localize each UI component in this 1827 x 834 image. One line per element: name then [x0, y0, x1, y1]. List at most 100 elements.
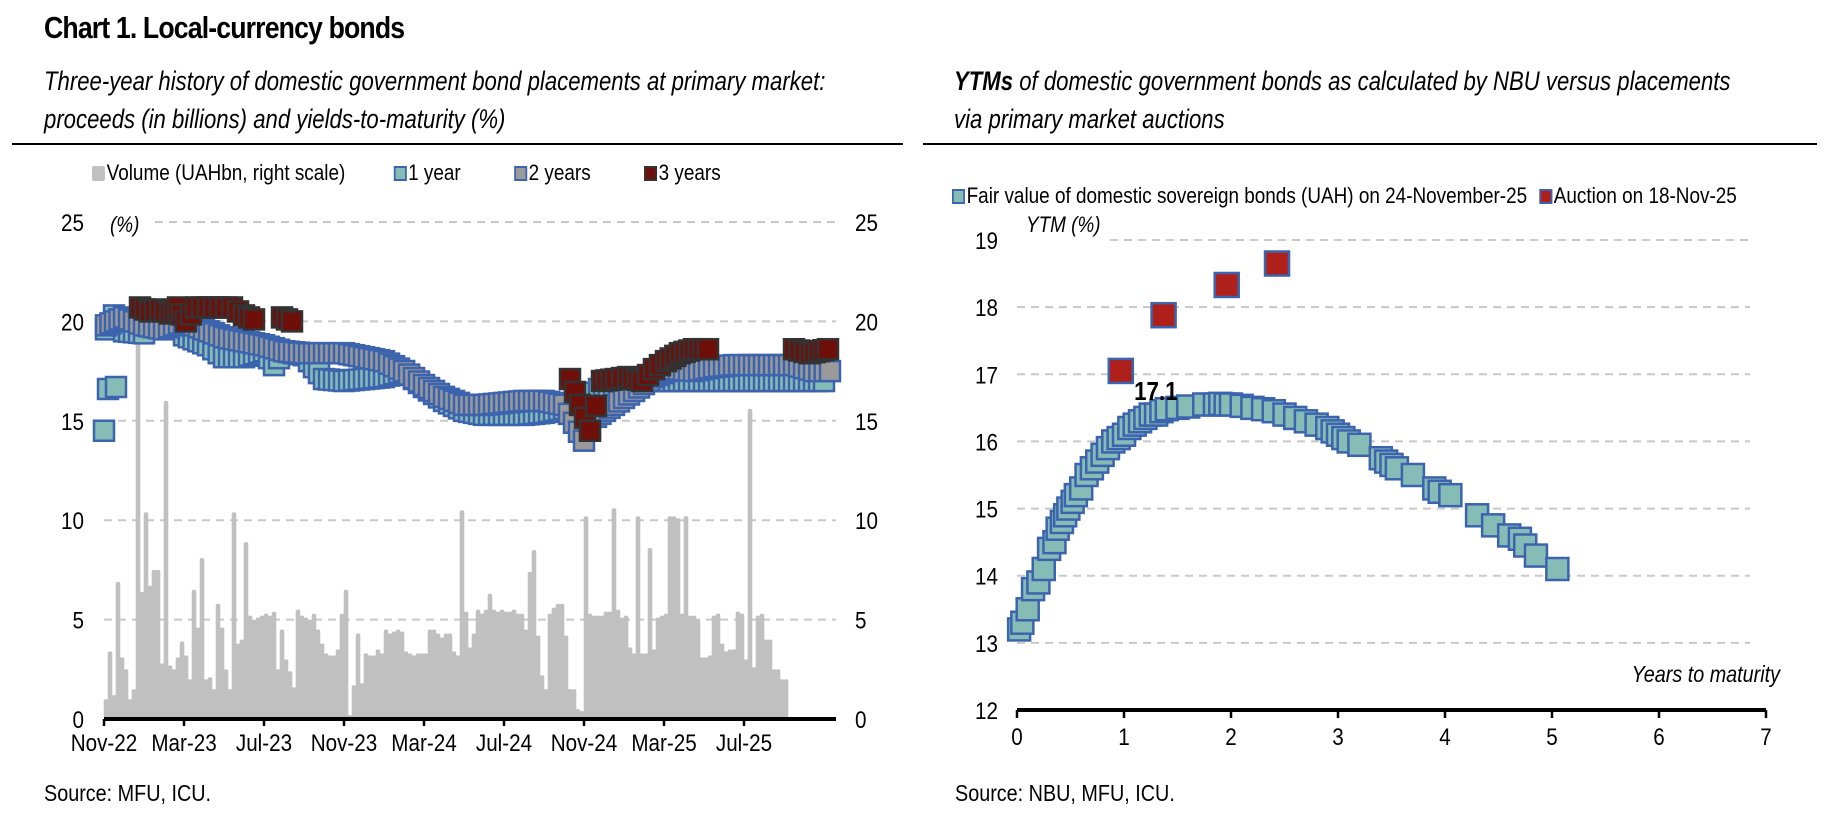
marker-1-year: [104, 375, 128, 399]
volume-bar: [583, 516, 589, 719]
volume-bar: [471, 633, 477, 719]
volume-bar: [619, 617, 625, 719]
volume-bar: [219, 627, 225, 719]
legend-item-auction: Auction on 18-Nov-25: [1539, 183, 1737, 209]
volume-bar: [555, 603, 561, 719]
volume-bar: [183, 655, 189, 719]
volume-bar: [591, 615, 597, 719]
volume-bar: [375, 649, 381, 719]
volume-bar: [487, 593, 493, 719]
volume-bar: [695, 619, 701, 719]
volume-bar: [359, 683, 365, 719]
right-x-tick-label: 5: [1546, 724, 1557, 751]
volume-bar: [211, 689, 217, 719]
right-source: Source: NBU, MFU, ICU.: [955, 780, 1175, 806]
volume-bar: [195, 627, 201, 719]
volume-bar: [391, 631, 397, 719]
data-label-17-1: 17.1: [1134, 378, 1177, 407]
volume-bar: [703, 657, 709, 719]
marker-3-years: [242, 308, 266, 331]
volume-bar: [623, 615, 629, 719]
auction-marker: [1213, 271, 1240, 299]
volume-bar: [179, 641, 185, 719]
legend-item-3-years: 3 years: [644, 160, 721, 186]
right-y-tick-label: 16: [975, 429, 998, 456]
volume-bar: [427, 629, 433, 719]
volume-bar: [639, 653, 645, 719]
volume-bar: [463, 611, 469, 719]
left-x-tick-label: Nov-24: [551, 730, 618, 757]
volume-bar: [727, 649, 733, 719]
volume-bar: [207, 677, 213, 719]
volume-bar: [279, 629, 285, 719]
left-x-tick-label: Mar-23: [151, 730, 216, 757]
volume-bar: [763, 639, 769, 719]
right-subtitle-line1: YTMs of domestic government bonds as cal…: [954, 62, 1731, 100]
left-y-tick-label: 10: [61, 508, 84, 535]
volume-bar: [683, 516, 689, 719]
volume-bar: [263, 613, 269, 719]
volume-bar: [199, 557, 205, 719]
volume-bar: [383, 629, 389, 719]
right-y2-tick-label: 10: [855, 508, 878, 535]
right-x-tick-label: 7: [1760, 724, 1771, 751]
volume-bar: [339, 613, 345, 719]
volume-bar: [223, 669, 229, 719]
volume-bar: [731, 649, 737, 719]
volume-bar: [127, 699, 133, 719]
volume-bar: [243, 542, 249, 719]
volume-bar: [435, 633, 441, 719]
marker-3-years: [584, 394, 608, 418]
volume-bar: [315, 629, 321, 719]
volume-bar: [687, 615, 693, 719]
marker-3-years: [280, 310, 304, 333]
volume-bar: [439, 637, 445, 719]
volume-bar: [271, 611, 277, 719]
volume-bar: [239, 639, 245, 719]
right-y-tick-label: 13: [975, 630, 998, 657]
volume-bar: [255, 617, 261, 719]
left-y-tick-label: 25: [61, 210, 84, 237]
volume-bar: [311, 613, 317, 719]
left-header-divider: [12, 143, 903, 145]
volume-bar: [107, 651, 113, 719]
volume-bar: [447, 633, 453, 719]
marker-3-years: [696, 337, 720, 361]
volume-bar: [167, 665, 173, 719]
marker-1-year: [92, 419, 116, 442]
volume-bar: [491, 609, 497, 719]
volume-bar: [191, 589, 197, 719]
volume-bar: [103, 699, 109, 719]
volume-bar: [135, 311, 141, 719]
volume-bar: [735, 611, 741, 719]
volume-bar: [423, 653, 429, 719]
volume-bar: [307, 619, 313, 719]
volume-bar: [663, 613, 669, 719]
volume-bar: [351, 685, 357, 719]
left-subtitle-line2: proceeds (in billions) and yields-to-mat…: [44, 104, 506, 134]
right-y-tick-label: 18: [975, 295, 998, 322]
legend-label-volume: Volume (UAHbn, right scale): [106, 160, 346, 185]
right-header-divider: [923, 143, 1817, 145]
left-source: Source: MFU, ICU.: [44, 780, 212, 806]
volume-bar: [551, 607, 557, 719]
legend-swatch-fair-value: [952, 188, 965, 204]
volume-bar: [475, 609, 481, 719]
volume-bar: [567, 689, 573, 719]
left-x-tick-label: Nov-23: [311, 730, 378, 757]
volume-bar: [111, 695, 117, 719]
volume-bar: [259, 615, 265, 719]
fair-value-marker: [1400, 462, 1426, 488]
volume-bar: [399, 631, 405, 719]
fair-value-marker: [1523, 543, 1549, 568]
volume-bar: [343, 589, 349, 719]
auction-marker: [1150, 301, 1177, 329]
legend-item-fair-value: Fair value of domestic sovereign bonds (…: [952, 183, 1527, 209]
volume-bar: [147, 585, 153, 719]
right-y2-tick-label: 5: [855, 607, 866, 634]
left-y-axis-label: (%): [110, 213, 139, 238]
volume-bar: [175, 657, 181, 719]
volume-bar: [711, 615, 717, 719]
right-x-tick-label: 2: [1225, 724, 1236, 751]
